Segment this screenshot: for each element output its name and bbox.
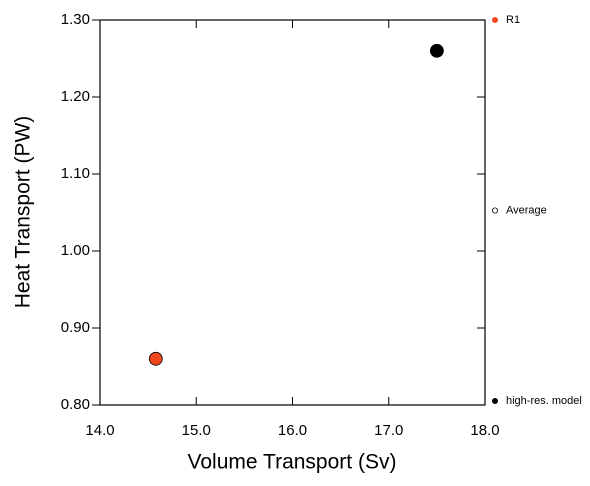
legend-marker: [491, 16, 498, 23]
y-tick-label: 0.80: [61, 396, 90, 413]
legend-marker: [491, 207, 498, 214]
point: [429, 43, 444, 58]
x-tick-label: 14.0: [85, 422, 114, 439]
x-axis-title: Volume Transport (Sv): [188, 451, 397, 474]
y-axis-title: Heat Transport (PW): [12, 116, 35, 309]
legend-label: high-res. model: [506, 395, 582, 407]
x-tick-label: 16.0: [278, 422, 307, 439]
y-tick-label: 1.20: [61, 88, 90, 105]
y-tick-label: 1.00: [61, 242, 90, 259]
point: [148, 351, 163, 366]
y-tick-label: 1.30: [61, 11, 90, 28]
x-tick-label: 15.0: [182, 422, 211, 439]
legend-label: Average: [506, 204, 547, 216]
y-tick-label: 1.10: [61, 165, 90, 182]
legend-label: R1: [506, 14, 520, 26]
y-tick-label: 0.90: [61, 319, 90, 336]
x-tick-label: 18.0: [470, 422, 499, 439]
x-tick-label: 17.0: [374, 422, 403, 439]
legend-marker: [491, 397, 498, 404]
plot-frame: [99, 19, 486, 406]
